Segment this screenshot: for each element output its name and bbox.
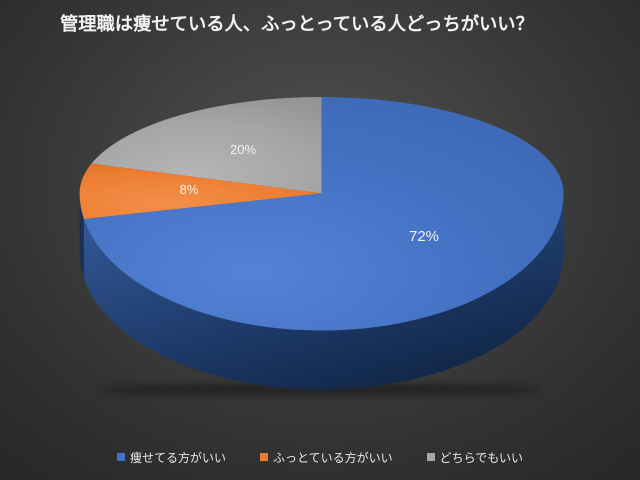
svg-text:72%: 72% xyxy=(409,228,439,245)
svg-text:8%: 8% xyxy=(180,182,199,197)
svg-text:20%: 20% xyxy=(230,142,256,157)
